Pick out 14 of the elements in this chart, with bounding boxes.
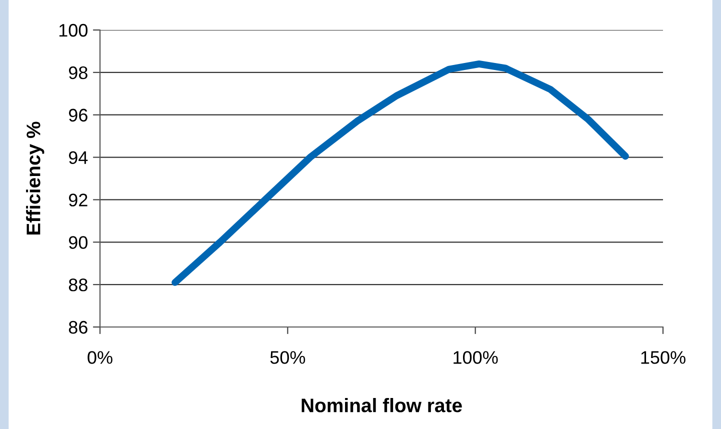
- y-tick-label: 90: [68, 236, 88, 249]
- y-tick-label: 94: [68, 151, 88, 164]
- y-tick-label: 86: [68, 320, 88, 334]
- y-tick-label: 98: [68, 66, 88, 80]
- x-axis-title: Nominal flow rate: [302, 398, 462, 412]
- x-tick-label: 150%: [641, 351, 686, 364]
- x-tick-label: 100%: [454, 351, 498, 364]
- y-tick-label: 92: [68, 194, 88, 206]
- x-tick-label: 50%: [270, 351, 306, 364]
- y-tick-label: 96: [68, 108, 88, 122]
- x-tick-label: 0%: [88, 351, 112, 364]
- y-tick-label: 88: [68, 278, 88, 292]
- y-axis-title: Efficiency %: [26, 122, 44, 234]
- y-tick-label: 100: [59, 24, 88, 37]
